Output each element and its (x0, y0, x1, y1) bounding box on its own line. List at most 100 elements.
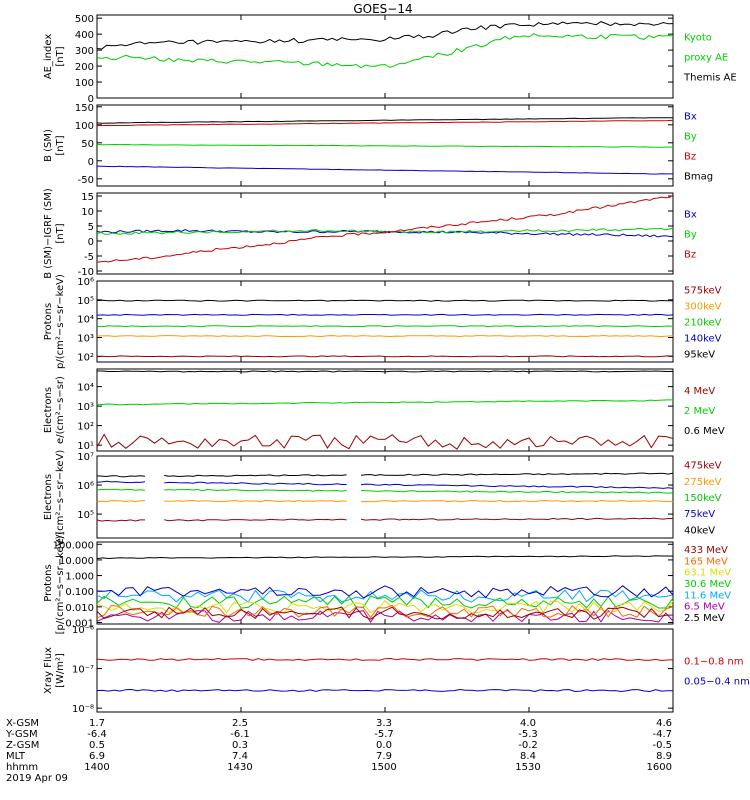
footer-row-label: Y-GSM (5, 729, 38, 740)
footer-value: -5.3 (518, 729, 538, 740)
y-axis-label: [W/m²] (55, 653, 66, 688)
legend-entry: 40keV (684, 525, 715, 536)
legend-entry: 30.6 MeV (684, 579, 731, 590)
legend-entry: Bx (684, 210, 697, 221)
y-axis-label: Electrons (43, 387, 54, 433)
y-tick-label: 100 (75, 121, 94, 132)
legend-entry: 140keV (684, 333, 722, 344)
legend-entry: Bz (684, 250, 696, 261)
panel-frame (96, 14, 674, 99)
series-line-475kev (96, 519, 145, 522)
series-line-bmag (96, 117, 673, 124)
panel-8: 10⁻⁸ 10⁻⁷ 10⁻⁶ Xray Flux [W/m²] 0.1−0.8 nm 0.0… (43, 625, 750, 715)
footer-value: -5.7 (374, 729, 394, 740)
legend-entry: 300keV (684, 302, 722, 313)
panel-3: -10 -5 0 5 10 15 B (SM)−IGRF (SM) [nT] Bx By Bz (43, 188, 697, 279)
y-tick-label: 100.000 (53, 540, 94, 551)
footer-value: 1600 (647, 762, 672, 773)
legend-entry: 0.1−0.8 nm (684, 657, 743, 668)
footer-value: 8.4 (520, 751, 536, 762)
y-tick-label: 0.010 (65, 603, 94, 614)
series-line-themis-ae (96, 21, 674, 50)
legend-entry: 11.6 MeV (684, 590, 731, 601)
footer-value: 1430 (227, 762, 252, 773)
legend-entry: 165 MeV (684, 556, 728, 567)
series-line-275kev (164, 499, 347, 503)
series-line-0-05-0-4-nm (96, 688, 673, 693)
y-tick-label: 300 (75, 46, 94, 57)
y-tick-label: 10³ (77, 402, 94, 413)
series-line-275kev (96, 499, 146, 503)
y-axis-label: Electrons (43, 474, 54, 520)
y-tick-label: 0.100 (65, 587, 94, 598)
footer-value: -0.2 (518, 740, 538, 751)
y-tick-label: 10⁻⁷ (72, 665, 94, 676)
y-tick-label: 0 (88, 94, 94, 105)
series-line-165-mev (96, 604, 674, 619)
y-tick-label: 0 (88, 237, 94, 248)
y-tick-label: -5 (84, 252, 94, 263)
series-line-0-1-0-8-nm (96, 657, 674, 662)
y-axis-label: e/(cm²−s−sr) (55, 376, 66, 444)
y-tick-label: 10⁶ (77, 481, 94, 492)
footer-row-label: MLT (6, 751, 26, 762)
series-line-bx (96, 229, 674, 238)
footer-value: 7.4 (232, 751, 248, 762)
y-tick-label: 50 (81, 139, 94, 150)
y-tick-label: 10.000 (59, 556, 94, 567)
legend-entry: 0.05−0.4 nm (684, 677, 750, 688)
y-tick-label: 400 (75, 30, 94, 41)
y-tick-label: 10¹ (77, 441, 94, 452)
footer-value: 0.5 (89, 740, 105, 751)
y-axis-label: Protons (43, 564, 54, 601)
series-line-300kev (97, 334, 674, 338)
footer-value: -0.5 (652, 740, 672, 751)
legend-entry: 4 MeV (684, 386, 715, 397)
series-line-150kev (164, 488, 347, 492)
panel-frame (96, 368, 674, 452)
y-tick-label: 150 (75, 103, 94, 114)
y-tick-label: 5 (88, 222, 94, 233)
y-tick-label: 0 (88, 157, 94, 168)
legend-entry: 150keV (684, 493, 722, 504)
footer-date: 2019 Apr 09 (6, 773, 68, 784)
legend-entry: 575keV (684, 286, 722, 297)
series-line-11-6-mev (96, 589, 674, 603)
series-line-bx (96, 165, 673, 175)
panel-2: -50 0 50 100 150 B (SM) [nT] Bx By Bz Bmag (43, 103, 713, 187)
y-axis-label: Xray Flux (43, 647, 54, 694)
footer-value: -4.7 (652, 729, 672, 740)
series-line-475kev (360, 517, 673, 521)
y-axis-label: [nT] (55, 223, 66, 243)
legend-entry: Bmag (684, 172, 713, 183)
footer-value: 4.6 (656, 718, 672, 729)
y-axis-label: [nT] (55, 135, 66, 155)
footer-value: 3.3 (376, 718, 392, 729)
legend-entry: Kyoto (684, 33, 712, 44)
y-axis-label: e/(cm²−s−sr−keV) (55, 450, 66, 545)
legend-entry: Bx (684, 112, 697, 123)
y-tick-label: 10⁶ (77, 277, 94, 288)
legend-entry: By (684, 132, 697, 143)
y-tick-label: 10⁷ (77, 452, 94, 463)
series-line-30-6-mev (96, 595, 674, 609)
series-line-2-mev (97, 399, 673, 406)
panel-1: 0 100 200 300 400 500 AE_index [nT] Kyoto proxy A… (43, 14, 737, 105)
y-tick-label: 10⁴ (77, 315, 94, 326)
series-line-bz (96, 194, 674, 263)
legend-entry: 2 MeV (684, 406, 715, 417)
y-tick-label: 15 (81, 192, 94, 203)
series-line-275kev (360, 499, 674, 503)
series-line-95kev (96, 299, 673, 302)
y-axis-label: Protons (43, 303, 54, 340)
y-tick-label: 10² (77, 352, 94, 363)
y-tick-label: 10 (81, 207, 94, 218)
footer-ephemeris: X-GSM 1.7 2.5 3.3 4.0 4.6 Y-GSM -6.4 -6.1 -5.7 -5.… (5, 718, 672, 784)
y-tick-label: 10⁻⁶ (72, 625, 94, 636)
panel-frame (96, 280, 674, 363)
series-line-433-mev (96, 606, 674, 620)
series-line-by (96, 143, 674, 148)
footer-row-label: hhmm (6, 762, 38, 773)
y-axis-label: [p/(cm²−s−sr−keV)] (55, 532, 66, 635)
